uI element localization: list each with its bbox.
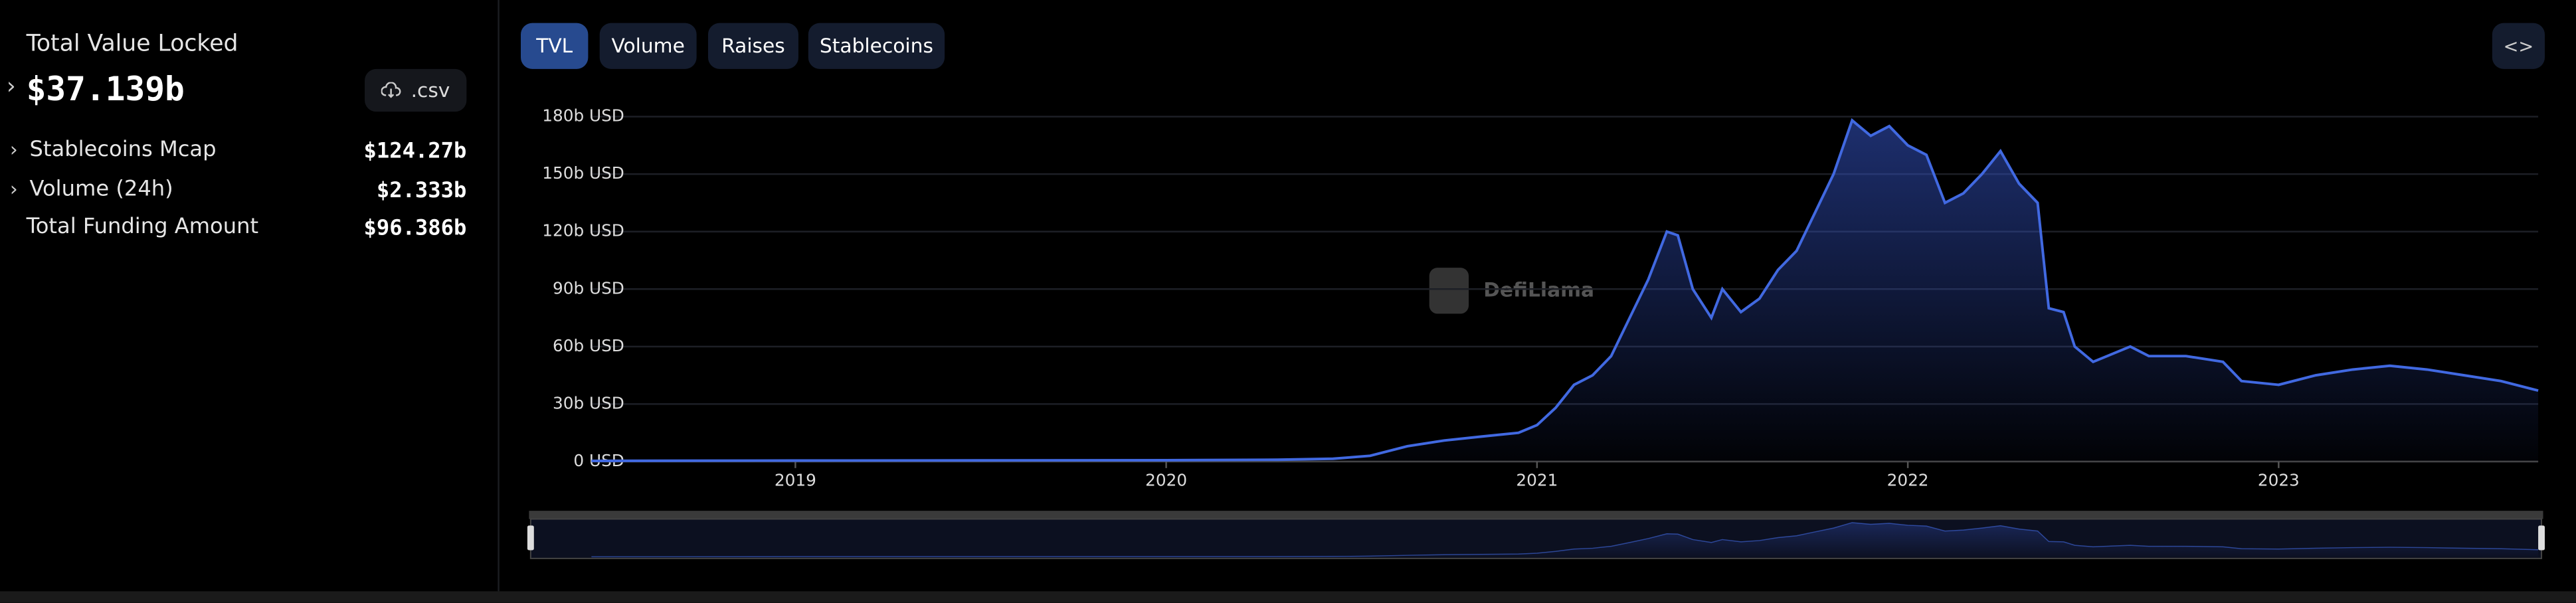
csv-button[interactable]: .csv (365, 68, 467, 112)
sidebar: Total Value Locked › $37.139b .csv › Sta… (0, 0, 500, 592)
metric-label: Total Funding Amount (26, 215, 259, 240)
tvl-value: $37.139b (26, 68, 185, 109)
y-tick-label: 150b USD (542, 163, 624, 183)
metric-value: $2.333b (376, 179, 467, 204)
metric-label: Volume (24h) (29, 177, 173, 203)
y-tick-label: 90b USD (553, 278, 624, 298)
chart-panel: TVL Volume Raises Stablecoins <> (499, 0, 2576, 592)
y-tick-label: 30b USD (553, 393, 624, 412)
metric-value: $96.386b (363, 216, 467, 242)
watermark-logo (1429, 268, 1469, 314)
download-icon (381, 82, 401, 98)
chevron[interactable]: › (9, 177, 18, 201)
footer (0, 591, 2576, 603)
tab[interactable]: Stablecoins (808, 23, 945, 69)
area-fill (591, 120, 2539, 462)
y-tick-label: 120b USD (542, 221, 624, 240)
x-tick-label: 2020 (1145, 471, 1187, 490)
x-tick-label: 2023 (2258, 471, 2300, 490)
metric-value: $124.27b (363, 139, 467, 165)
watermark: DefiLlama (1429, 268, 1594, 314)
chevron[interactable]: › (9, 137, 18, 161)
csv-label: .csv (411, 78, 450, 102)
tab[interactable]: Raises (707, 23, 798, 69)
area-fill (591, 522, 2539, 557)
navigator-handle[interactable] (2538, 525, 2545, 551)
area-line (591, 522, 2539, 558)
navigator-handle[interactable] (527, 525, 534, 551)
tvl-label: Total Value Locked (26, 31, 238, 58)
metric-label: Stablecoins Mcap (29, 137, 217, 163)
tab[interactable]: Volume (599, 23, 697, 69)
tab[interactable]: TVL (521, 23, 589, 69)
x-tick-label: 2019 (775, 471, 816, 490)
embed-button[interactable]: <> (2492, 23, 2545, 69)
x-tick-label: 2022 (1887, 471, 1929, 490)
area-line (591, 118, 2539, 462)
x-tick-label: 2021 (1516, 471, 1558, 490)
y-tick-label: 60b USD (553, 336, 624, 355)
navigator-bar[interactable] (529, 511, 2543, 519)
y-tick-label: 180b USD (542, 106, 624, 126)
chevron[interactable]: › (6, 74, 16, 100)
